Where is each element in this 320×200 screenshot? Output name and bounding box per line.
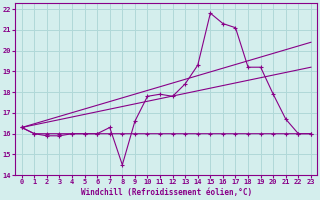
X-axis label: Windchill (Refroidissement éolien,°C): Windchill (Refroidissement éolien,°C) <box>81 188 252 197</box>
